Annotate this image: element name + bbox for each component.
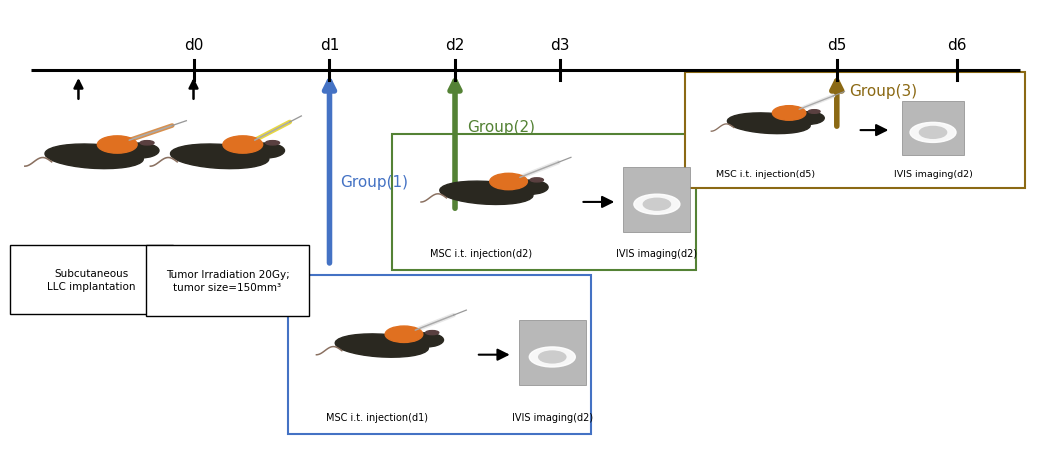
Circle shape <box>97 136 137 154</box>
Ellipse shape <box>426 331 439 335</box>
FancyBboxPatch shape <box>519 320 586 385</box>
Text: Subcutaneous
LLC implantation: Subcutaneous LLC implantation <box>47 268 136 291</box>
Ellipse shape <box>510 181 548 195</box>
Text: Group(2): Group(2) <box>468 120 536 135</box>
Circle shape <box>643 199 670 211</box>
FancyBboxPatch shape <box>146 246 309 316</box>
FancyBboxPatch shape <box>288 275 591 435</box>
FancyBboxPatch shape <box>10 246 173 314</box>
Text: d2: d2 <box>446 38 464 53</box>
FancyBboxPatch shape <box>902 101 964 156</box>
Ellipse shape <box>406 333 444 348</box>
Text: MSC i.t. injection(d5): MSC i.t. injection(d5) <box>717 169 815 178</box>
Circle shape <box>529 347 575 367</box>
Text: IVIS imaging(d2): IVIS imaging(d2) <box>511 412 593 422</box>
Text: Group(3): Group(3) <box>849 84 917 98</box>
FancyBboxPatch shape <box>623 167 690 233</box>
Text: Group(1): Group(1) <box>340 175 408 189</box>
Circle shape <box>910 123 956 143</box>
Circle shape <box>634 195 680 215</box>
Text: IVIS imaging(d2): IVIS imaging(d2) <box>893 169 973 178</box>
FancyBboxPatch shape <box>392 134 696 271</box>
Ellipse shape <box>809 111 820 114</box>
Text: d3: d3 <box>550 38 569 53</box>
Text: Tumor Irradiation 20Gy;
tumor size=150mm³: Tumor Irradiation 20Gy; tumor size=150mm… <box>165 269 290 293</box>
Text: d0: d0 <box>184 38 203 53</box>
Ellipse shape <box>119 144 159 159</box>
Ellipse shape <box>335 334 429 358</box>
Text: IVIS imaging(d2): IVIS imaging(d2) <box>616 248 698 258</box>
Ellipse shape <box>791 112 824 125</box>
Ellipse shape <box>170 145 269 169</box>
Circle shape <box>490 174 527 190</box>
Text: d1: d1 <box>320 38 339 53</box>
Ellipse shape <box>439 182 533 205</box>
Ellipse shape <box>45 145 143 169</box>
Ellipse shape <box>530 178 544 182</box>
Ellipse shape <box>727 114 811 134</box>
Ellipse shape <box>140 142 154 146</box>
Circle shape <box>385 326 423 343</box>
Text: d5: d5 <box>827 38 846 53</box>
Circle shape <box>919 127 947 139</box>
Circle shape <box>223 136 263 154</box>
Text: MSC i.t. injection(d1): MSC i.t. injection(d1) <box>325 412 428 422</box>
Circle shape <box>539 351 566 363</box>
Circle shape <box>772 106 805 121</box>
FancyBboxPatch shape <box>685 73 1025 189</box>
Text: d6: d6 <box>948 38 967 53</box>
Ellipse shape <box>266 142 279 146</box>
Ellipse shape <box>245 144 285 159</box>
Text: MSC i.t. injection(d2): MSC i.t. injection(d2) <box>430 248 532 258</box>
